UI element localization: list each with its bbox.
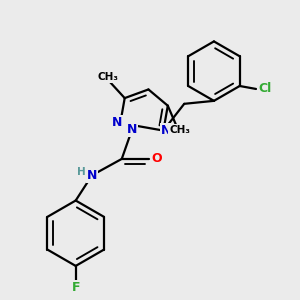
Text: H: H xyxy=(77,167,86,177)
Text: N: N xyxy=(87,169,97,182)
Text: CH₃: CH₃ xyxy=(169,125,190,135)
Text: N: N xyxy=(161,124,172,137)
Text: Cl: Cl xyxy=(258,82,272,95)
Text: H: H xyxy=(116,121,125,131)
Text: N: N xyxy=(112,116,122,130)
Text: F: F xyxy=(71,281,80,294)
Text: O: O xyxy=(152,152,162,165)
Text: N: N xyxy=(127,123,137,136)
Text: CH₃: CH₃ xyxy=(98,72,119,82)
